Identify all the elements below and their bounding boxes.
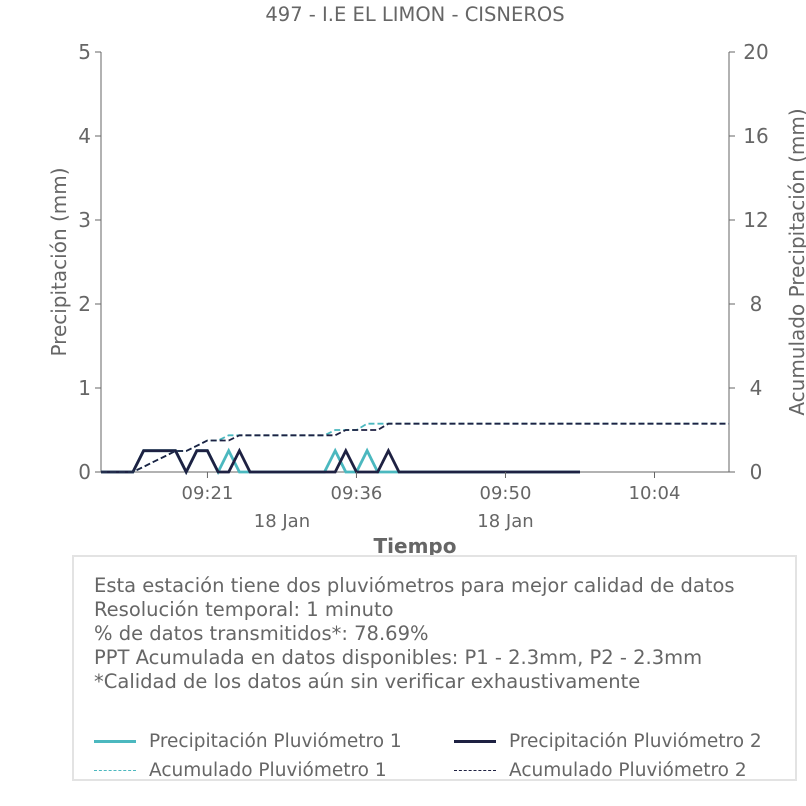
info-line-transmitted: % de datos transmitidos*: 78.69% [94, 622, 429, 645]
x-axis-label: Tiempo [374, 534, 457, 556]
info-box: Esta estación tiene dos pluviómetros par… [72, 555, 797, 781]
chart-title: 497 - I.E EL LIMON - CISNEROS [265, 3, 564, 26]
x-date-label: 18 Jan [477, 511, 533, 532]
series-layer [101, 422, 729, 476]
y-tick-label-left: 0 [78, 460, 91, 484]
legend-item-p2: Precipitación Pluviómetro 2 [454, 731, 762, 752]
series-line-2 [101, 447, 580, 476]
y-tick-label-right: 0 [750, 460, 763, 484]
info-line-stations: Esta estación tiene dos pluviómetros par… [94, 574, 735, 597]
y-axis-label-left: Precipitación (mm) [47, 167, 71, 356]
legend-label-p1: Precipitación Pluviómetro 1 [149, 731, 402, 752]
legend-swatch-p1 [94, 740, 136, 743]
info-line-accumulated: PPT Acumulada en datos disponibles: P1 -… [94, 646, 703, 669]
chart: 497 - I.E EL LIMON - CISNEROS 0123450481… [47, 3, 806, 556]
y-tick-label-left: 2 [78, 292, 91, 316]
x-date-label: 18 Jan [254, 511, 310, 532]
legend-swatch-a2 [454, 770, 496, 771]
legend-label-p2: Precipitación Pluviómetro 2 [509, 731, 762, 752]
info-line-quality: *Calidad de los datos aún sin verificar … [94, 670, 641, 693]
y-axis-label-right: Acumulado Precipitación (mm) [785, 108, 806, 415]
y-tick-label-right: 4 [750, 376, 763, 400]
legend-swatch-a1 [94, 770, 136, 771]
y-tick-label-right: 16 [743, 124, 768, 148]
x-tick-label: 09:36 [331, 483, 383, 504]
legend-label-a2: Acumulado Pluviómetro 2 [509, 760, 747, 781]
x-tick-label: 09:50 [480, 483, 532, 504]
y-tick-label-left: 4 [78, 124, 91, 148]
y-tick-label-right: 20 [743, 40, 768, 64]
y-tick-label-right: 12 [743, 208, 768, 232]
y-tick-label-right: 8 [750, 292, 763, 316]
legend-item-a1: Acumulado Pluviómetro 1 [94, 760, 387, 781]
legend-label-a1: Acumulado Pluviómetro 1 [149, 760, 387, 781]
plot-frame [100, 52, 730, 473]
legend-swatch-p2 [454, 740, 496, 743]
legend-item-a2: Acumulado Pluviómetro 2 [454, 760, 747, 781]
info-text: Esta estación tiene dos pluviómetros par… [94, 574, 735, 694]
legend-item-p1: Precipitación Pluviómetro 1 [94, 731, 402, 752]
y-tick-label-left: 1 [78, 376, 91, 400]
x-tick-label: 10:04 [629, 483, 681, 504]
x-tick-label: 09:21 [182, 483, 234, 504]
y-tick-label-left: 3 [78, 208, 91, 232]
info-line-resolution: Resolución temporal: 1 minuto [94, 598, 394, 621]
y-tick-label-left: 5 [78, 40, 91, 64]
series-line-3 [101, 422, 729, 473]
series-line-4 [101, 422, 729, 473]
